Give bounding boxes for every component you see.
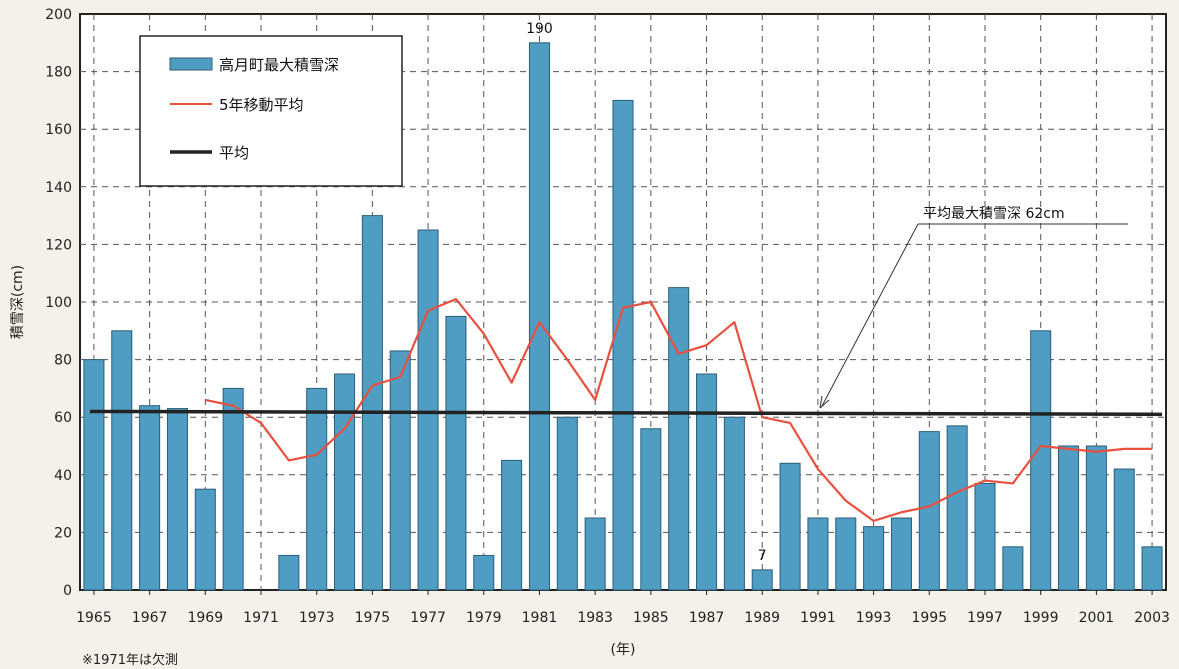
y-tick-label: 180 xyxy=(45,65,72,81)
y-tick-label: 20 xyxy=(54,525,72,541)
y-tick-label: 100 xyxy=(45,295,72,311)
bar xyxy=(890,517,912,591)
x-tick-label: 1991 xyxy=(800,610,836,626)
x-tick-label: 1975 xyxy=(355,610,391,626)
y-tick-label: 120 xyxy=(45,237,72,253)
x-tick-label: 1971 xyxy=(243,610,279,626)
x-tick-label: 1969 xyxy=(187,610,223,626)
bar xyxy=(473,554,495,591)
bar xyxy=(139,405,161,591)
bar xyxy=(1002,546,1024,591)
x-tick-label: 1993 xyxy=(856,610,892,626)
bar xyxy=(361,215,383,591)
bar xyxy=(111,330,133,591)
bar xyxy=(612,99,634,591)
bar xyxy=(528,42,550,591)
min-value-label: 7 xyxy=(758,548,767,564)
bar xyxy=(194,488,216,591)
bar xyxy=(306,387,328,591)
y-axis: 0 20 40 60 80 100 120 140 160 180 200 xyxy=(45,7,72,599)
bar xyxy=(640,428,662,591)
bar xyxy=(723,416,745,591)
x-tick-label: 1999 xyxy=(1023,610,1059,626)
y-axis-title: 積雪深(cm) xyxy=(10,265,26,339)
y-tick-label: 200 xyxy=(45,7,72,23)
x-tick-label: 2003 xyxy=(1134,610,1170,626)
x-tick-label: 1977 xyxy=(410,610,446,626)
bar xyxy=(863,526,885,591)
bar xyxy=(807,517,829,591)
line-series xyxy=(89,298,1163,522)
x-tick-label: 1997 xyxy=(967,610,1003,626)
x-tick-label: 2001 xyxy=(1079,610,1115,626)
bar xyxy=(166,408,188,591)
bar xyxy=(946,425,968,591)
bar xyxy=(751,569,773,591)
legend-label-bar: 高月町最大積雪深 xyxy=(219,56,339,74)
mean-line xyxy=(89,409,1163,417)
y-tick-label: 40 xyxy=(54,468,72,484)
bar xyxy=(334,373,356,591)
x-tick-label: 1987 xyxy=(689,610,725,626)
x-tick-label: 1981 xyxy=(522,610,558,626)
x-tick-label: 1973 xyxy=(299,610,335,626)
bar xyxy=(83,359,105,591)
x-tick-label: 1979 xyxy=(466,610,502,626)
y-tick-label: 140 xyxy=(45,180,72,196)
bar xyxy=(1058,445,1080,591)
mean-annotation-arrow xyxy=(821,223,919,407)
bar xyxy=(696,373,718,591)
mean-annotation: 平均最大積雪深 62cm xyxy=(819,206,1128,409)
bar xyxy=(1085,445,1107,591)
max-value-label: 190 xyxy=(526,21,553,37)
y-tick-label: 60 xyxy=(54,410,72,426)
bar xyxy=(417,229,439,591)
bar xyxy=(1141,546,1163,591)
legend-swatch-bar xyxy=(169,57,213,71)
x-tick-label: 1967 xyxy=(132,610,168,626)
bar xyxy=(556,416,578,591)
bar xyxy=(445,315,467,591)
arrowhead-icon xyxy=(819,395,830,409)
moving-average-line xyxy=(205,298,1153,522)
mean-annotation-label: 平均最大積雪深 62cm xyxy=(923,206,1065,222)
bar xyxy=(389,350,411,591)
bar xyxy=(668,287,690,591)
y-tick-label: 0 xyxy=(63,583,72,599)
bar xyxy=(918,431,940,591)
x-axis: 1965 1967 1969 1971 1973 1975 1977 1979 1981 1983… xyxy=(76,590,1170,626)
bar xyxy=(974,482,996,591)
footnote: ※1971年は欠測 xyxy=(82,652,178,668)
bar xyxy=(1030,330,1052,591)
bar xyxy=(1113,468,1135,591)
y-tick-label: 80 xyxy=(54,353,72,369)
x-tick-label: 1995 xyxy=(911,610,947,626)
x-axis-title: (年) xyxy=(611,642,636,658)
x-tick-label: 1989 xyxy=(744,610,780,626)
bar xyxy=(222,387,244,591)
y-tick-label: 160 xyxy=(45,122,72,138)
legend: 高月町最大積雪深 5年移動平均 平均 xyxy=(139,35,403,187)
legend-label-mean: 平均 xyxy=(219,144,249,162)
x-tick-label: 1983 xyxy=(577,610,613,626)
bar xyxy=(835,517,857,591)
x-tick-label: 1965 xyxy=(76,610,112,626)
bar xyxy=(779,462,801,591)
bar xyxy=(278,554,300,591)
x-tick-label: 1985 xyxy=(633,610,669,626)
bar xyxy=(584,517,606,591)
bar xyxy=(501,459,523,591)
legend-label-moving-average: 5年移動平均 xyxy=(219,96,304,114)
